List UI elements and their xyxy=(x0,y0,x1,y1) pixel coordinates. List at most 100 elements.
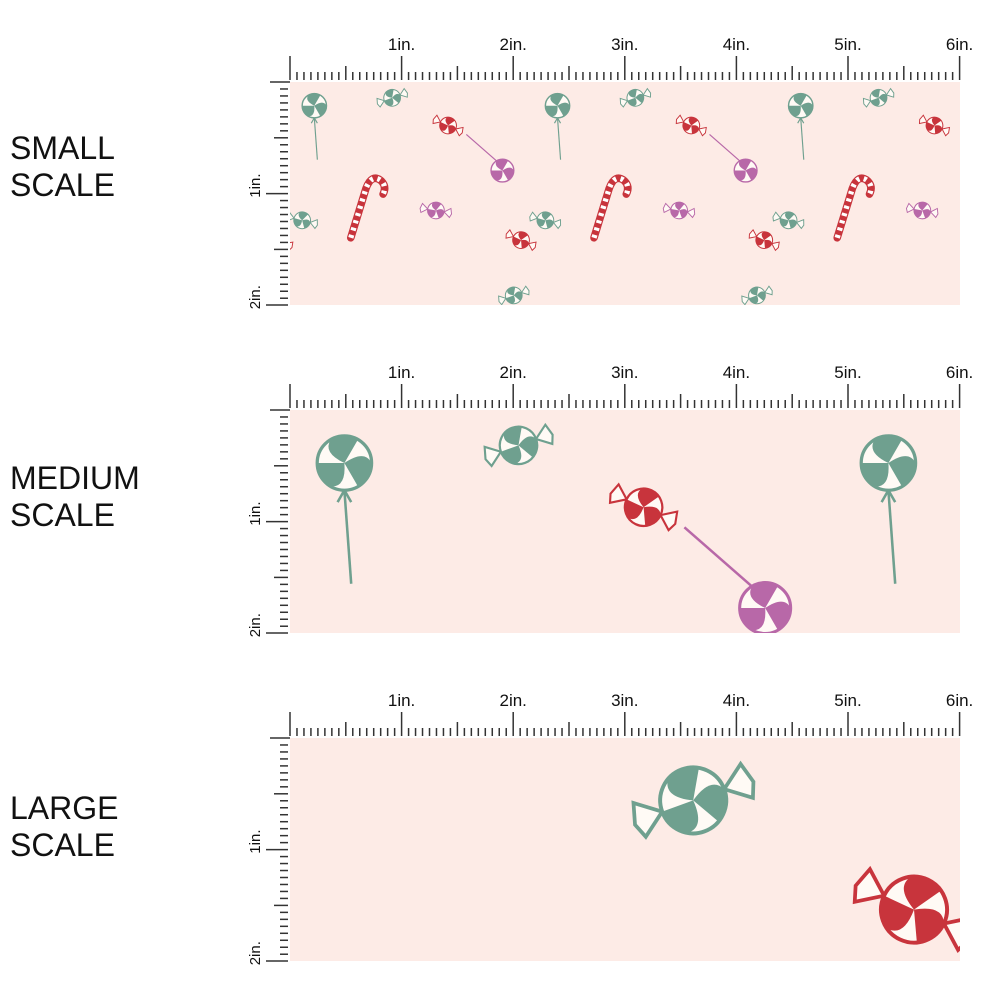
wrapped-candy xyxy=(772,211,805,230)
ruler-label: 2in. xyxy=(499,363,526,382)
candy-swirl xyxy=(557,102,570,117)
candy-wrapper-right xyxy=(642,87,652,98)
ruler-label: 1in. xyxy=(247,174,264,198)
candy-swirl xyxy=(780,218,789,227)
candy-swirl xyxy=(427,208,436,217)
candy-swirl xyxy=(688,117,699,126)
candy-pattern xyxy=(315,422,918,633)
candy-wrapper-right xyxy=(721,760,756,801)
ruler-label: 1in. xyxy=(247,830,264,854)
ruler-label: 1in. xyxy=(388,363,415,382)
candy-swirl xyxy=(675,202,685,211)
candy-pattern xyxy=(261,87,951,305)
candy-swirl xyxy=(384,97,394,107)
candy-swirl xyxy=(888,456,916,487)
candy-wrapper-right xyxy=(454,126,464,137)
ruler-label: 1in. xyxy=(247,502,264,526)
candy-swirl xyxy=(328,435,358,464)
candy-wrapper-right xyxy=(658,510,679,532)
candy-swirl xyxy=(541,211,552,221)
label-line-1: MEDIUM xyxy=(10,460,140,496)
candy-wrapper-left xyxy=(432,114,442,125)
lollipop-stick xyxy=(465,134,498,162)
candy-swirl xyxy=(637,488,659,508)
lollipop-stick xyxy=(709,134,741,162)
candy-swirl xyxy=(918,202,928,211)
candy-wrapper-right xyxy=(309,218,318,230)
small-scale-swatch: 1in. 2in. 3in. 4in. 5in. 6in. 1in. 2in. xyxy=(240,20,1000,330)
candy-swirl xyxy=(756,291,766,301)
candy-swirl xyxy=(536,218,546,227)
candy-swirl xyxy=(545,105,558,117)
candy-wrapper-right xyxy=(290,241,294,252)
candy-wrapper-left xyxy=(662,202,672,214)
candy-swirl xyxy=(738,159,752,171)
candy-wrapper-left xyxy=(261,229,272,240)
candy-wrapper-left xyxy=(675,114,685,125)
label-line-2: SCALE xyxy=(10,167,115,203)
swatch-svg: 1in. 2in. 3in. 4in. 5in. 6in. 1in. 2in. xyxy=(247,363,973,637)
wrapped-candy xyxy=(852,865,960,954)
wrapped-candy xyxy=(376,87,408,108)
candy-wrapper-left xyxy=(376,97,386,108)
candy-swirl xyxy=(872,435,902,464)
ruler-label: 1in. xyxy=(388,35,415,54)
wrapped-candy xyxy=(918,114,951,137)
candy-swirl xyxy=(385,89,394,98)
fabric-background xyxy=(290,738,960,961)
candy-wrapper-left xyxy=(772,211,782,222)
candy-swirl xyxy=(745,167,758,181)
candy-wrapper-left xyxy=(529,211,539,222)
lollipop-stick xyxy=(556,117,562,160)
small-scale-label: SMALL SCALE xyxy=(10,130,115,204)
candy-swirl xyxy=(750,582,778,609)
candy-swirl xyxy=(512,236,522,246)
ruler-label: 6in. xyxy=(946,363,973,382)
candy-swirl xyxy=(445,117,455,126)
lollipop-stick xyxy=(887,490,897,584)
candy-swirl xyxy=(914,908,944,943)
candy-wrapper-left xyxy=(419,202,429,214)
candy-swirl xyxy=(913,208,923,217)
candy-swirl xyxy=(431,202,442,211)
ruler-label: 4in. xyxy=(723,363,750,382)
candy-swirl xyxy=(785,211,795,221)
ruler-label: 4in. xyxy=(723,691,750,710)
candy-wrapper-left xyxy=(483,445,503,468)
candy-wrapper-right xyxy=(399,87,408,98)
candy-swirl xyxy=(435,209,445,219)
candy-swirl xyxy=(624,499,644,520)
candy-cane xyxy=(347,174,389,242)
wrapped-candy xyxy=(741,285,773,305)
candy-wrapper-right xyxy=(771,241,780,252)
wrapped-candy xyxy=(608,482,679,532)
candy-swirl xyxy=(275,238,287,250)
candy-swirl xyxy=(513,291,523,301)
candy-wrapper-right xyxy=(698,126,707,137)
candy-swirl xyxy=(739,608,766,631)
candy-swirl xyxy=(505,295,515,304)
wrapped-candy xyxy=(529,211,562,230)
candy-swirl xyxy=(693,784,727,822)
candy-wrapper-left xyxy=(852,865,887,905)
ruler-label: 4in. xyxy=(723,35,750,54)
medium-scale-label: MEDIUM SCALE xyxy=(10,460,140,534)
candy-wrapper-left xyxy=(505,229,515,239)
wrapped-candy xyxy=(675,114,707,137)
candy-swirl xyxy=(628,89,637,98)
candy-swirl xyxy=(931,117,942,126)
candy-swirl xyxy=(500,445,522,464)
swatch-svg: 1in. 2in. 3in. 4in. 5in. 6in. 1in. 2in. xyxy=(247,691,973,965)
candy-swirl xyxy=(448,125,456,134)
candy-swirl xyxy=(926,121,935,131)
candy-swirl xyxy=(872,89,880,98)
candy-swirl xyxy=(800,102,813,117)
candy-wrapper-left xyxy=(619,97,629,108)
candy-swirl xyxy=(507,287,516,296)
candy-swirl xyxy=(870,97,880,107)
candy-swirl xyxy=(934,125,943,134)
candy-swirl xyxy=(761,231,772,241)
candy-swirl xyxy=(302,219,311,229)
wrapped-candy xyxy=(432,114,464,137)
candy-swirl xyxy=(750,287,759,296)
